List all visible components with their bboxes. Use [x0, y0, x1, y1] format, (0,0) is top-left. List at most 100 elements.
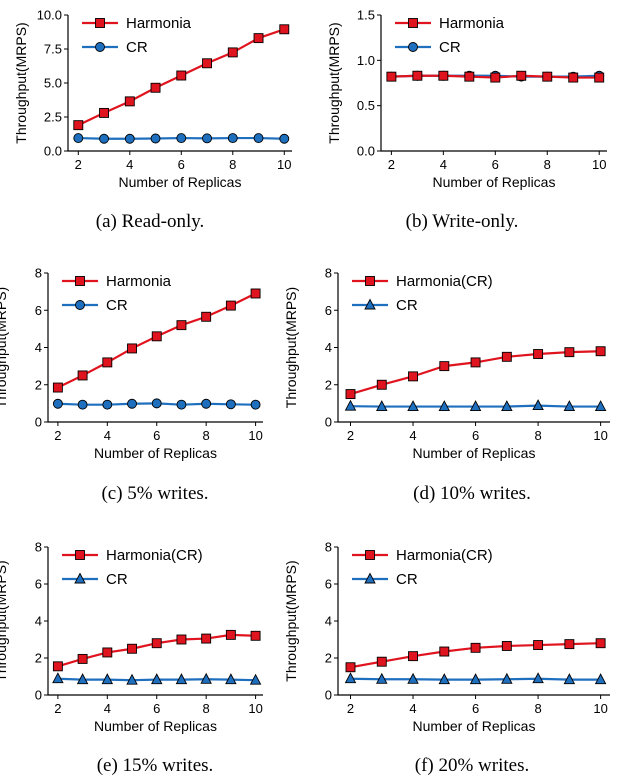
- y-tick-label: 2: [35, 377, 42, 392]
- data-point: [469, 673, 482, 685]
- x-tick-label: 4: [126, 157, 133, 172]
- data-point: [124, 133, 135, 144]
- data-point: [201, 311, 212, 322]
- data-point: [595, 346, 606, 357]
- data-point: [52, 672, 64, 684]
- panel-caption: (c) 5% writes.: [101, 483, 208, 504]
- data-point: [501, 351, 512, 362]
- x-tick-label: 6: [472, 428, 479, 443]
- data-point: [52, 398, 63, 409]
- y-tick-label: 4: [35, 340, 42, 355]
- data-point: [176, 399, 187, 410]
- data-point: [176, 133, 187, 144]
- data-point: [225, 673, 237, 685]
- data-point: [345, 662, 356, 673]
- data-point: [376, 672, 388, 684]
- data-point: [344, 399, 357, 411]
- legend-marker: [365, 550, 375, 560]
- data-point: [490, 72, 501, 83]
- y-tick-label: 7.5: [44, 42, 62, 57]
- data-point: [176, 70, 187, 81]
- legend-label: Harmonia: [439, 15, 505, 32]
- data-point: [345, 389, 356, 400]
- data-point: [151, 638, 162, 649]
- legend-marker: [75, 276, 85, 286]
- legend-marker: [408, 18, 418, 28]
- data-point: [102, 399, 113, 410]
- data-point: [76, 673, 89, 685]
- axis-frame: [47, 547, 263, 696]
- legend-marker: [75, 550, 85, 560]
- y-tick-label: 6: [35, 303, 42, 318]
- y-axis-label: Throughput(MRPS): [0, 560, 9, 681]
- legend-label: CR: [126, 39, 148, 56]
- data-point: [102, 647, 113, 658]
- x-tick-label: 8: [229, 157, 236, 172]
- data-point: [225, 399, 236, 410]
- data-point: [225, 300, 236, 311]
- legend-marker: [74, 572, 86, 584]
- data-point: [249, 673, 262, 685]
- data-point: [516, 70, 527, 81]
- x-tick-label: 6: [153, 701, 160, 716]
- x-tick-label: 6: [492, 157, 499, 172]
- data-point: [176, 634, 187, 645]
- x-tick-label: 2: [54, 428, 61, 443]
- data-point: [201, 398, 212, 409]
- y-tick-label: 0: [325, 415, 332, 430]
- data-point: [127, 343, 137, 354]
- chart-panel-a: 0.0 2.5 5.0 7.5 10.0 2 4 6 8 10 Number of Replicas…: [13, 8, 292, 232]
- x-tick-label: 4: [440, 157, 447, 172]
- data-point: [407, 400, 419, 411]
- data-point: [563, 673, 576, 685]
- data-point: [464, 71, 475, 82]
- y-tick-label: 10.0: [37, 8, 62, 23]
- x-tick-label: 6: [178, 157, 185, 172]
- data-point: [386, 71, 397, 82]
- data-point: [501, 400, 513, 411]
- y-axis-label: Throughput(MRPS): [283, 560, 299, 681]
- legend-marker: [95, 18, 105, 28]
- y-tick-label: 8: [35, 540, 42, 555]
- data-point: [225, 629, 236, 640]
- data-point: [594, 673, 607, 685]
- data-point: [563, 400, 576, 411]
- y-axis-label: Throughput(MRPS): [0, 287, 9, 408]
- y-axis-label: Throughput(MRPS): [283, 287, 299, 408]
- x-axis-label: Number of Replicas: [433, 174, 556, 190]
- data-point: [151, 331, 162, 342]
- y-axis-label: Throughput(MRPS): [326, 22, 342, 143]
- y-tick-label: 2: [325, 377, 332, 392]
- y-tick-label: 0: [35, 415, 42, 430]
- data-point: [407, 672, 419, 684]
- data-point: [150, 133, 161, 144]
- axis-frame: [380, 15, 607, 152]
- data-point: [101, 673, 114, 685]
- x-tick-label: 2: [75, 157, 82, 172]
- data-point: [227, 133, 238, 144]
- data-point: [250, 288, 261, 299]
- data-point: [501, 641, 512, 651]
- y-tick-label: 0.5: [357, 98, 375, 113]
- data-point: [102, 357, 113, 368]
- x-tick-label: 2: [347, 428, 354, 443]
- y-tick-label: 4: [35, 614, 42, 629]
- data-point: [532, 399, 544, 411]
- x-axis-label: Number of Replicas: [94, 445, 217, 461]
- data-point: [127, 643, 137, 654]
- data-point: [408, 651, 418, 662]
- data-point: [201, 633, 212, 644]
- legend-marker: [95, 42, 105, 52]
- y-tick-label: 6: [325, 303, 332, 318]
- legend-marker: [365, 276, 375, 286]
- data-point: [279, 24, 290, 35]
- data-point: [532, 672, 544, 684]
- legend-label: Harmonia(CR): [106, 547, 203, 564]
- panel-caption: (d) 10% writes.: [413, 483, 531, 504]
- y-tick-label: 2.5: [44, 110, 62, 125]
- y-axis-label: Throughput(MRPS): [13, 22, 29, 143]
- y-tick-label: 0.0: [357, 144, 375, 159]
- y-tick-label: 4: [325, 340, 332, 355]
